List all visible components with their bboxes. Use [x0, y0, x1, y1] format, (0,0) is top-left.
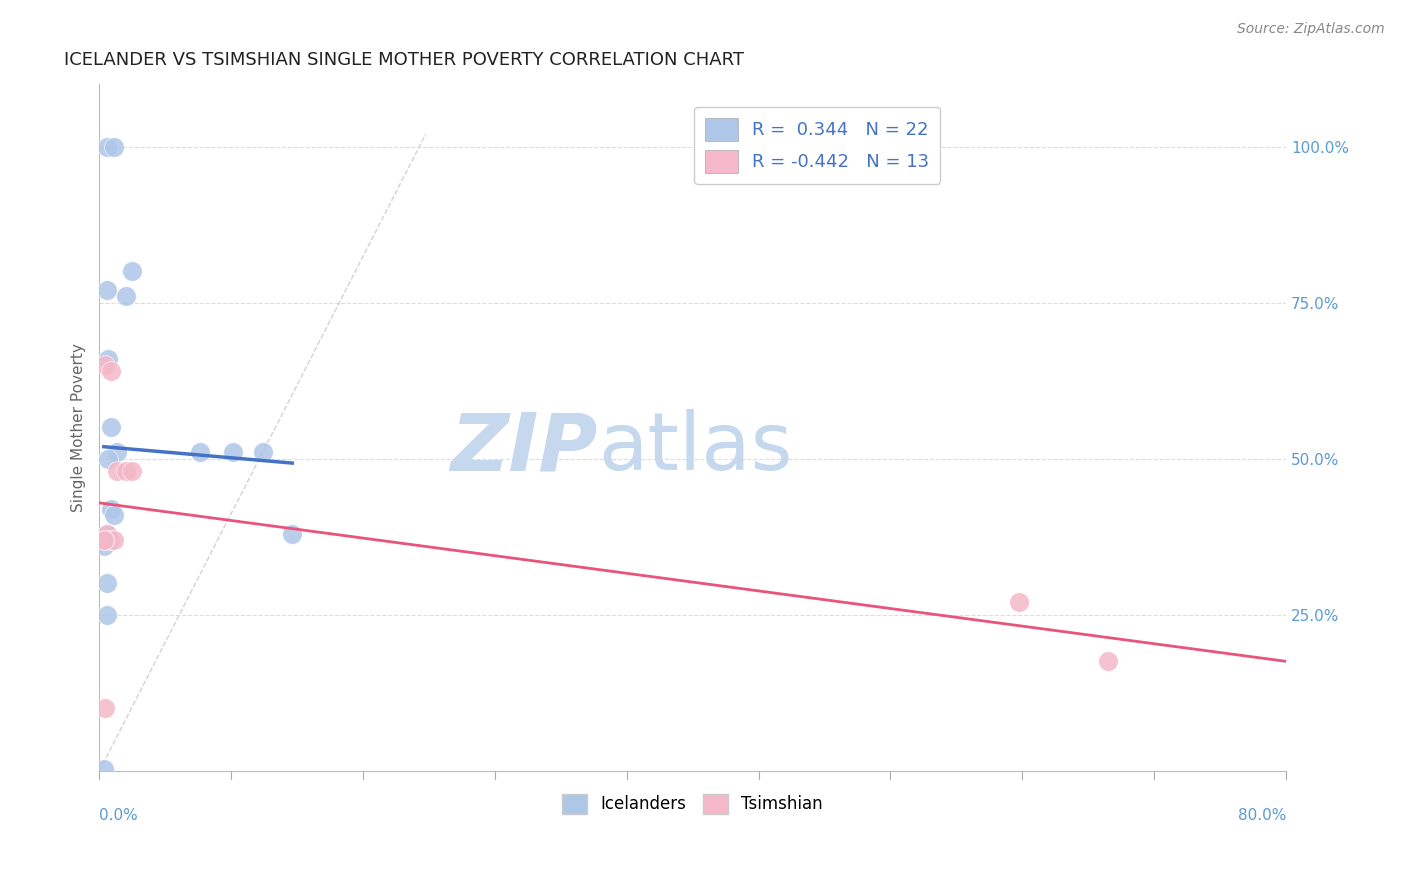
Point	[96, 283, 118, 297]
Point	[96, 139, 118, 153]
Point	[105, 464, 128, 478]
Point	[115, 464, 138, 478]
Point	[96, 576, 118, 591]
Point	[97, 351, 120, 366]
Point	[96, 526, 118, 541]
Text: atlas: atlas	[598, 409, 792, 487]
Point	[96, 526, 118, 541]
Text: 80.0%: 80.0%	[1237, 808, 1286, 823]
Point	[93, 533, 115, 547]
Point	[97, 451, 120, 466]
Point	[188, 445, 211, 459]
Text: ZIP: ZIP	[450, 409, 598, 487]
Point	[100, 420, 122, 434]
Point	[105, 445, 128, 459]
Text: Source: ZipAtlas.com: Source: ZipAtlas.com	[1237, 22, 1385, 37]
Text: ICELANDER VS TSIMSHIAN SINGLE MOTHER POVERTY CORRELATION CHART: ICELANDER VS TSIMSHIAN SINGLE MOTHER POV…	[63, 51, 744, 69]
Point	[100, 364, 122, 378]
Point	[93, 762, 115, 776]
Point	[94, 358, 117, 372]
Point	[115, 289, 138, 303]
Point	[121, 464, 143, 478]
Point	[252, 445, 274, 459]
Point	[281, 526, 304, 541]
Point	[121, 264, 143, 278]
Legend: Icelanders, Tsimshian: Icelanders, Tsimshian	[555, 787, 830, 821]
Point	[93, 533, 115, 547]
Point	[103, 533, 125, 547]
Text: 0.0%: 0.0%	[100, 808, 138, 823]
Point	[93, 533, 115, 547]
Point	[96, 607, 118, 622]
Point	[1008, 595, 1031, 609]
Point	[1097, 655, 1119, 669]
Point	[93, 533, 115, 547]
Point	[93, 539, 115, 553]
Point	[103, 508, 125, 522]
Point	[98, 533, 121, 547]
Point	[94, 701, 117, 715]
Point	[100, 501, 122, 516]
Point	[103, 139, 125, 153]
Y-axis label: Single Mother Poverty: Single Mother Poverty	[72, 343, 86, 512]
Point	[222, 445, 245, 459]
